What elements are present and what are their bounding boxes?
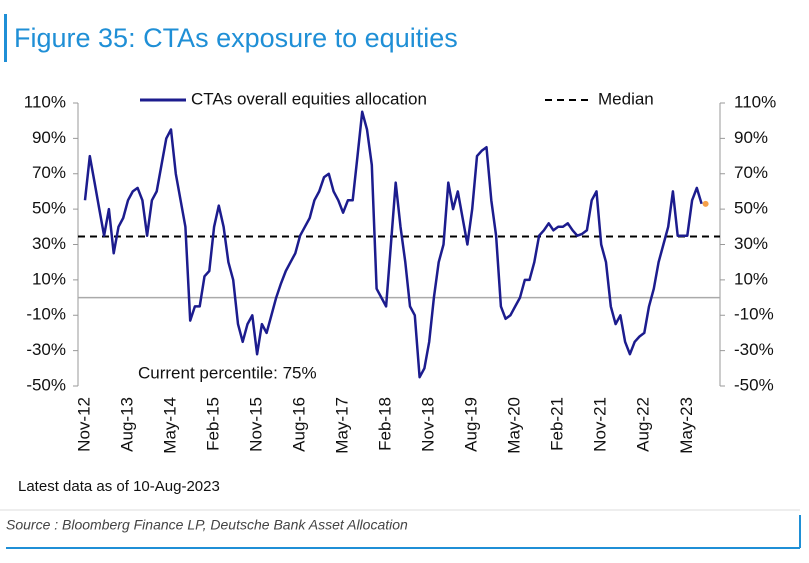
- y2-tick-label: 30%: [734, 234, 768, 253]
- y2-tick-label: 90%: [734, 128, 768, 147]
- y2-tick-label: 70%: [734, 163, 768, 182]
- legend-label: CTAs overall equities allocation: [191, 89, 427, 108]
- y-tick-label: 50%: [32, 199, 66, 218]
- x-tick-label: Feb-21: [548, 397, 567, 451]
- x-tick-label: Nov-15: [247, 397, 266, 452]
- y2-tick-label: -50%: [734, 375, 774, 394]
- source: Source : Bloomberg Finance LP, Deutsche …: [6, 517, 408, 533]
- note: Latest data as of 10-Aug-2023: [18, 478, 220, 495]
- x-tick-label: May-23: [677, 397, 696, 454]
- chart-title: Figure 35: CTAs exposure to equities: [14, 23, 458, 53]
- y-tick-label: -30%: [26, 340, 66, 359]
- data-line: [83, 110, 703, 379]
- x-tick-label: Nov-21: [591, 397, 610, 452]
- x-tick-label: Aug-16: [290, 397, 309, 452]
- y-tick-label: 90%: [32, 128, 66, 147]
- x-tick-label: Feb-15: [204, 397, 223, 451]
- y-tick-label: 10%: [32, 269, 66, 288]
- y-tick-label: -10%: [26, 305, 66, 324]
- x-tick-label: May-20: [505, 397, 524, 454]
- annotation: Current percentile: 75%: [138, 363, 317, 382]
- y2-tick-label: 50%: [734, 199, 768, 218]
- y2-tick-label: -30%: [734, 340, 774, 359]
- x-tick-label: Aug-19: [462, 397, 481, 452]
- legend-label: Median: [598, 89, 654, 108]
- y-tick-label: 110%: [24, 92, 66, 111]
- y-tick-label: 70%: [32, 163, 66, 182]
- x-tick-label: May-17: [333, 397, 352, 454]
- x-tick-label: Aug-22: [634, 397, 653, 452]
- y-tick-label: 30%: [32, 234, 66, 253]
- x-tick-label: Nov-12: [74, 397, 93, 452]
- y-tick-label: -50%: [26, 375, 66, 394]
- x-tick-label: Aug-13: [118, 397, 137, 452]
- y2-tick-label: 10%: [734, 269, 768, 288]
- y2-tick-label: -10%: [734, 305, 774, 324]
- x-tick-label: Nov-18: [419, 397, 438, 452]
- title-bar: [4, 14, 7, 62]
- x-tick-label: Feb-18: [376, 397, 395, 451]
- x-tick-label: May-14: [161, 397, 180, 454]
- y2-tick-label: 110%: [734, 92, 776, 111]
- last-point: [702, 200, 709, 207]
